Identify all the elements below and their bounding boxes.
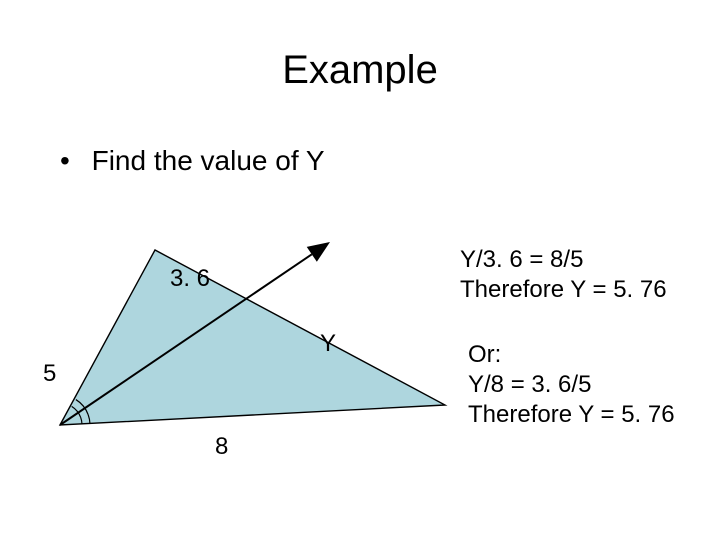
slide: Example Find the value of Y 3. 6 8 Y 5 Y…: [0, 0, 720, 540]
solution-block-1: Y/3. 6 = 8/5 Therefore Y = 5. 76: [460, 245, 667, 305]
solution-block-2: Or: Y/8 = 3. 6/5 Therefore Y = 5. 76: [468, 340, 675, 430]
sol2-line1: Or:: [468, 340, 675, 370]
label-Y: Y: [320, 330, 336, 358]
slide-title: Example: [0, 48, 720, 93]
label-3-6: 3. 6: [170, 265, 210, 293]
label-5: 5: [43, 360, 56, 388]
sol1-line1: Y/3. 6 = 8/5: [460, 245, 667, 275]
bullet-text: Find the value of Y: [92, 145, 325, 176]
sol2-line2: Y/8 = 3. 6/5: [468, 370, 675, 400]
problem-bullet: Find the value of Y: [60, 145, 325, 177]
label-8: 8: [215, 433, 228, 461]
sol2-line3: Therefore Y = 5. 76: [468, 400, 675, 430]
triangle-diagram: 3. 6 8 Y 5: [40, 230, 460, 460]
sol1-line2: Therefore Y = 5. 76: [460, 275, 667, 305]
triangle-svg: [40, 230, 460, 460]
